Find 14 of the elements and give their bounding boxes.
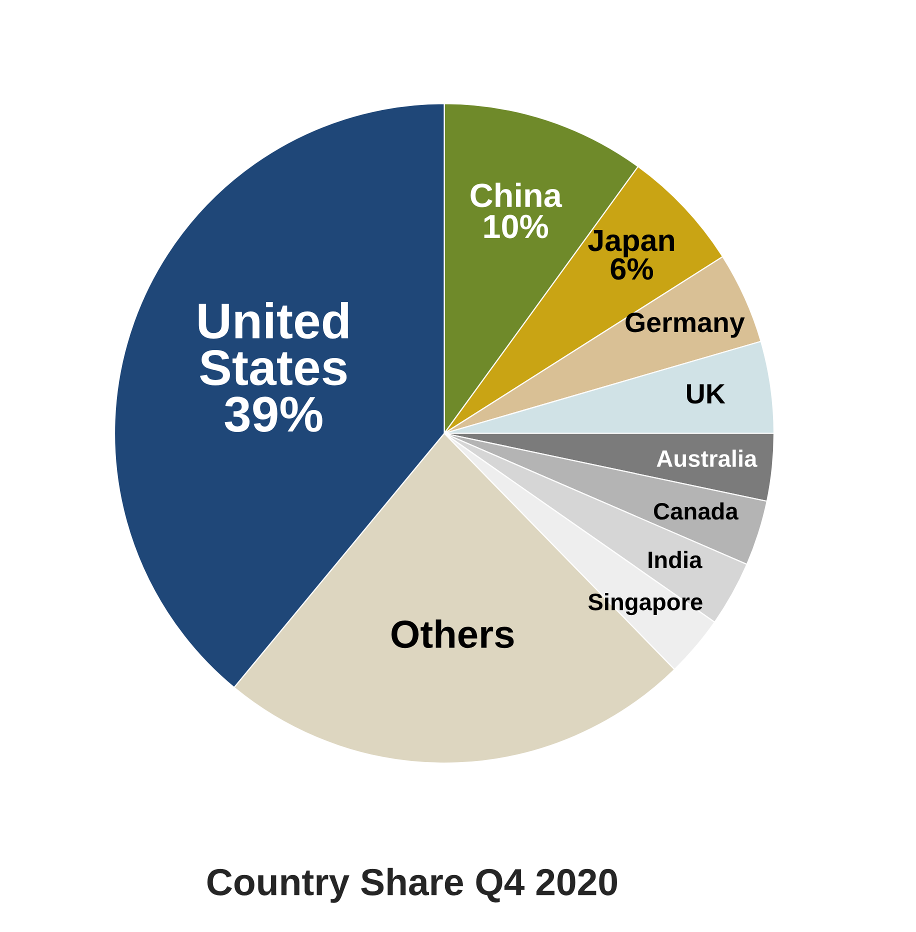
data-label: 39% [224,396,322,432]
slice-label: China [470,182,562,208]
data-label: 6% [610,258,654,280]
text: Country Share Q4 2020 [207,868,618,903]
slice-label: Australia [656,450,758,468]
slice-label: Others [392,620,514,648]
slice-label: Japan [588,230,674,258]
slice-label: Germany [626,312,745,338]
slice-label: India [648,550,702,568]
slice-label: United States [198,302,348,386]
slice-label: Singapore [588,593,702,616]
data-label: 10% [484,214,548,238]
slice-label: Canada [654,502,738,520]
slice-label: UK [687,384,726,404]
